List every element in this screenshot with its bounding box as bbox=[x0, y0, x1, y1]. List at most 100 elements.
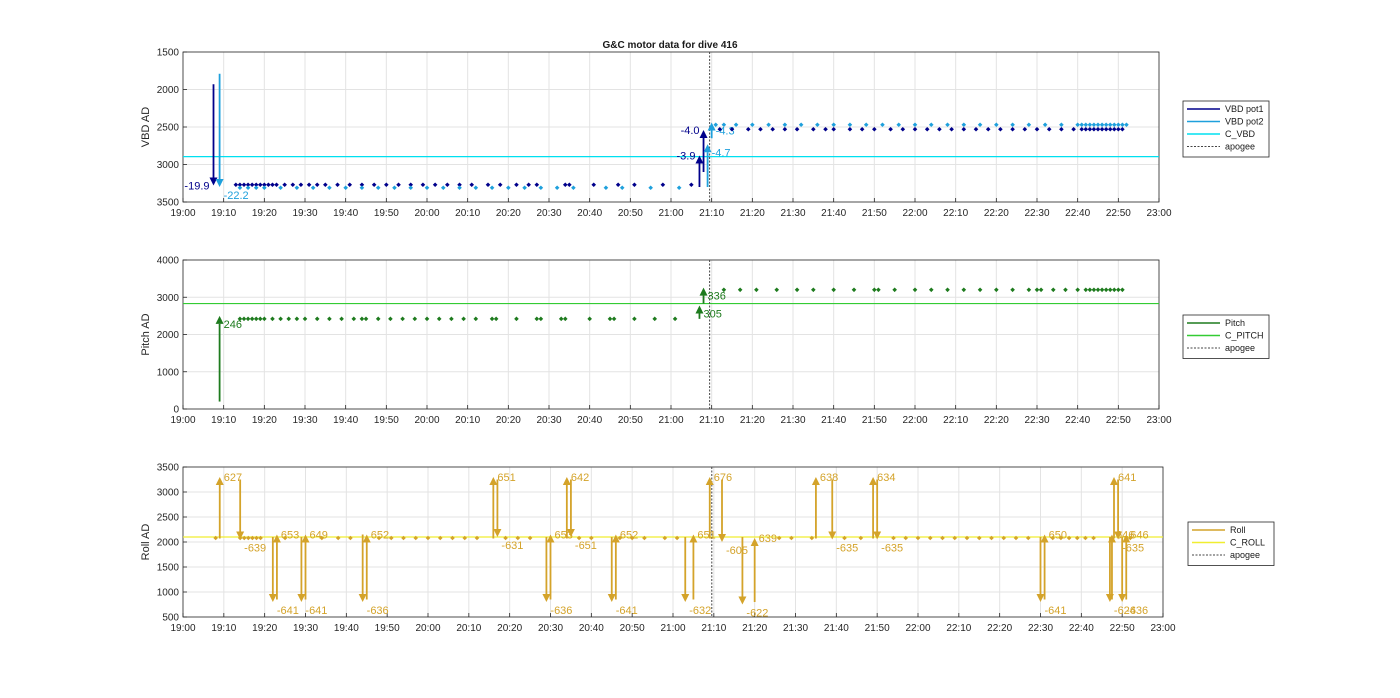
data-point bbox=[1099, 126, 1105, 132]
data-point bbox=[1095, 287, 1101, 293]
data-point bbox=[1087, 287, 1093, 293]
data-point bbox=[961, 122, 967, 128]
data-point bbox=[1095, 126, 1101, 132]
data-point bbox=[915, 535, 921, 541]
data-point bbox=[676, 185, 682, 191]
x-tick-label: 20:30 bbox=[536, 208, 561, 219]
x-tick-label: 20:00 bbox=[415, 623, 440, 634]
data-point bbox=[440, 185, 446, 191]
data-point bbox=[847, 122, 853, 128]
data-point bbox=[413, 535, 419, 541]
arrow-label: -636 bbox=[550, 605, 572, 617]
data-point bbox=[945, 287, 950, 293]
data-point bbox=[1116, 122, 1121, 128]
data-point bbox=[928, 122, 934, 128]
data-point bbox=[847, 126, 853, 132]
data-point bbox=[576, 535, 582, 541]
x-tick-label: 22:50 bbox=[1110, 623, 1135, 634]
arrow-head bbox=[811, 477, 820, 485]
data-point bbox=[603, 185, 609, 191]
data-point bbox=[257, 182, 263, 188]
x-tick-label: 21:40 bbox=[821, 415, 846, 426]
x-tick-label: 20:50 bbox=[618, 208, 643, 219]
data-point bbox=[1074, 535, 1080, 541]
data-point bbox=[689, 182, 694, 188]
data-point bbox=[615, 182, 621, 188]
data-point bbox=[437, 535, 443, 541]
data-point bbox=[1013, 535, 1019, 541]
data-point bbox=[632, 182, 637, 188]
data-point bbox=[1091, 535, 1096, 541]
arrow-head bbox=[1040, 534, 1049, 543]
x-tick-label: 20:10 bbox=[456, 623, 481, 634]
data-point bbox=[286, 316, 292, 322]
data-point bbox=[359, 316, 365, 322]
arrow-label: -651 bbox=[575, 540, 597, 552]
data-point bbox=[1095, 122, 1101, 128]
arrow-head bbox=[750, 538, 759, 546]
arrow-head bbox=[215, 179, 224, 187]
data-point bbox=[424, 185, 430, 191]
data-point bbox=[1079, 122, 1085, 128]
data-point bbox=[811, 287, 816, 293]
arrow-head bbox=[542, 594, 551, 602]
arrow-label: -641 bbox=[305, 605, 327, 617]
data-point bbox=[1075, 122, 1080, 128]
x-tick-label: 21:20 bbox=[740, 208, 765, 219]
data-point bbox=[713, 122, 719, 128]
x-tick-label: 19:50 bbox=[374, 208, 399, 219]
data-point bbox=[952, 535, 958, 541]
data-point bbox=[359, 185, 365, 191]
data-point bbox=[335, 182, 340, 188]
arrow-label: -641 bbox=[616, 605, 638, 617]
arrow-label: -635 bbox=[836, 543, 858, 555]
data-point bbox=[375, 185, 381, 191]
data-point bbox=[652, 316, 658, 322]
arrow-head bbox=[1036, 594, 1045, 602]
data-point bbox=[290, 182, 296, 188]
arrow-label: -3.9 bbox=[676, 151, 695, 163]
arrow-label: 653 bbox=[555, 530, 573, 542]
x-tick-label: 19:00 bbox=[170, 623, 195, 634]
arrow-label: -622 bbox=[746, 608, 768, 620]
data-point bbox=[1010, 122, 1015, 128]
arrow-head bbox=[566, 529, 575, 537]
data-point bbox=[314, 182, 320, 188]
legend-label: Roll bbox=[1230, 525, 1246, 535]
y-axis-label: Pitch AD bbox=[140, 313, 152, 355]
arrow-head bbox=[1107, 534, 1116, 543]
data-point bbox=[672, 316, 678, 322]
data-point bbox=[485, 182, 491, 188]
arrow-head bbox=[301, 534, 310, 543]
arrow-label: 336 bbox=[708, 291, 726, 303]
x-tick-label: 21:00 bbox=[658, 415, 683, 426]
data-point bbox=[977, 122, 983, 128]
x-tick-label: 21:50 bbox=[862, 415, 887, 426]
x-tick-label: 21:40 bbox=[821, 208, 846, 219]
x-tick-label: 19:30 bbox=[292, 415, 317, 426]
data-point bbox=[567, 182, 572, 188]
data-point bbox=[558, 316, 564, 322]
x-tick-label: 21:30 bbox=[780, 208, 805, 219]
data-point bbox=[392, 185, 397, 191]
x-tick-label: 21:00 bbox=[660, 623, 685, 634]
data-point bbox=[998, 126, 1003, 132]
data-point bbox=[262, 182, 267, 188]
data-point bbox=[462, 535, 468, 541]
x-tick-label: 22:00 bbox=[902, 415, 927, 426]
data-point bbox=[294, 185, 300, 191]
data-point bbox=[737, 287, 743, 293]
legend-box bbox=[1182, 100, 1270, 158]
arrow-head bbox=[268, 594, 277, 602]
data-point bbox=[945, 122, 950, 128]
y-tick-label: 2000 bbox=[157, 538, 180, 549]
arrow-head bbox=[707, 122, 716, 131]
arrow-label: -22.2 bbox=[224, 190, 249, 202]
data-point bbox=[384, 182, 389, 188]
data-point bbox=[278, 185, 283, 191]
data-point bbox=[903, 535, 909, 541]
data-point bbox=[876, 287, 881, 293]
data-point bbox=[994, 122, 999, 128]
arrow-label: 642 bbox=[571, 472, 589, 484]
data-point bbox=[662, 535, 668, 541]
